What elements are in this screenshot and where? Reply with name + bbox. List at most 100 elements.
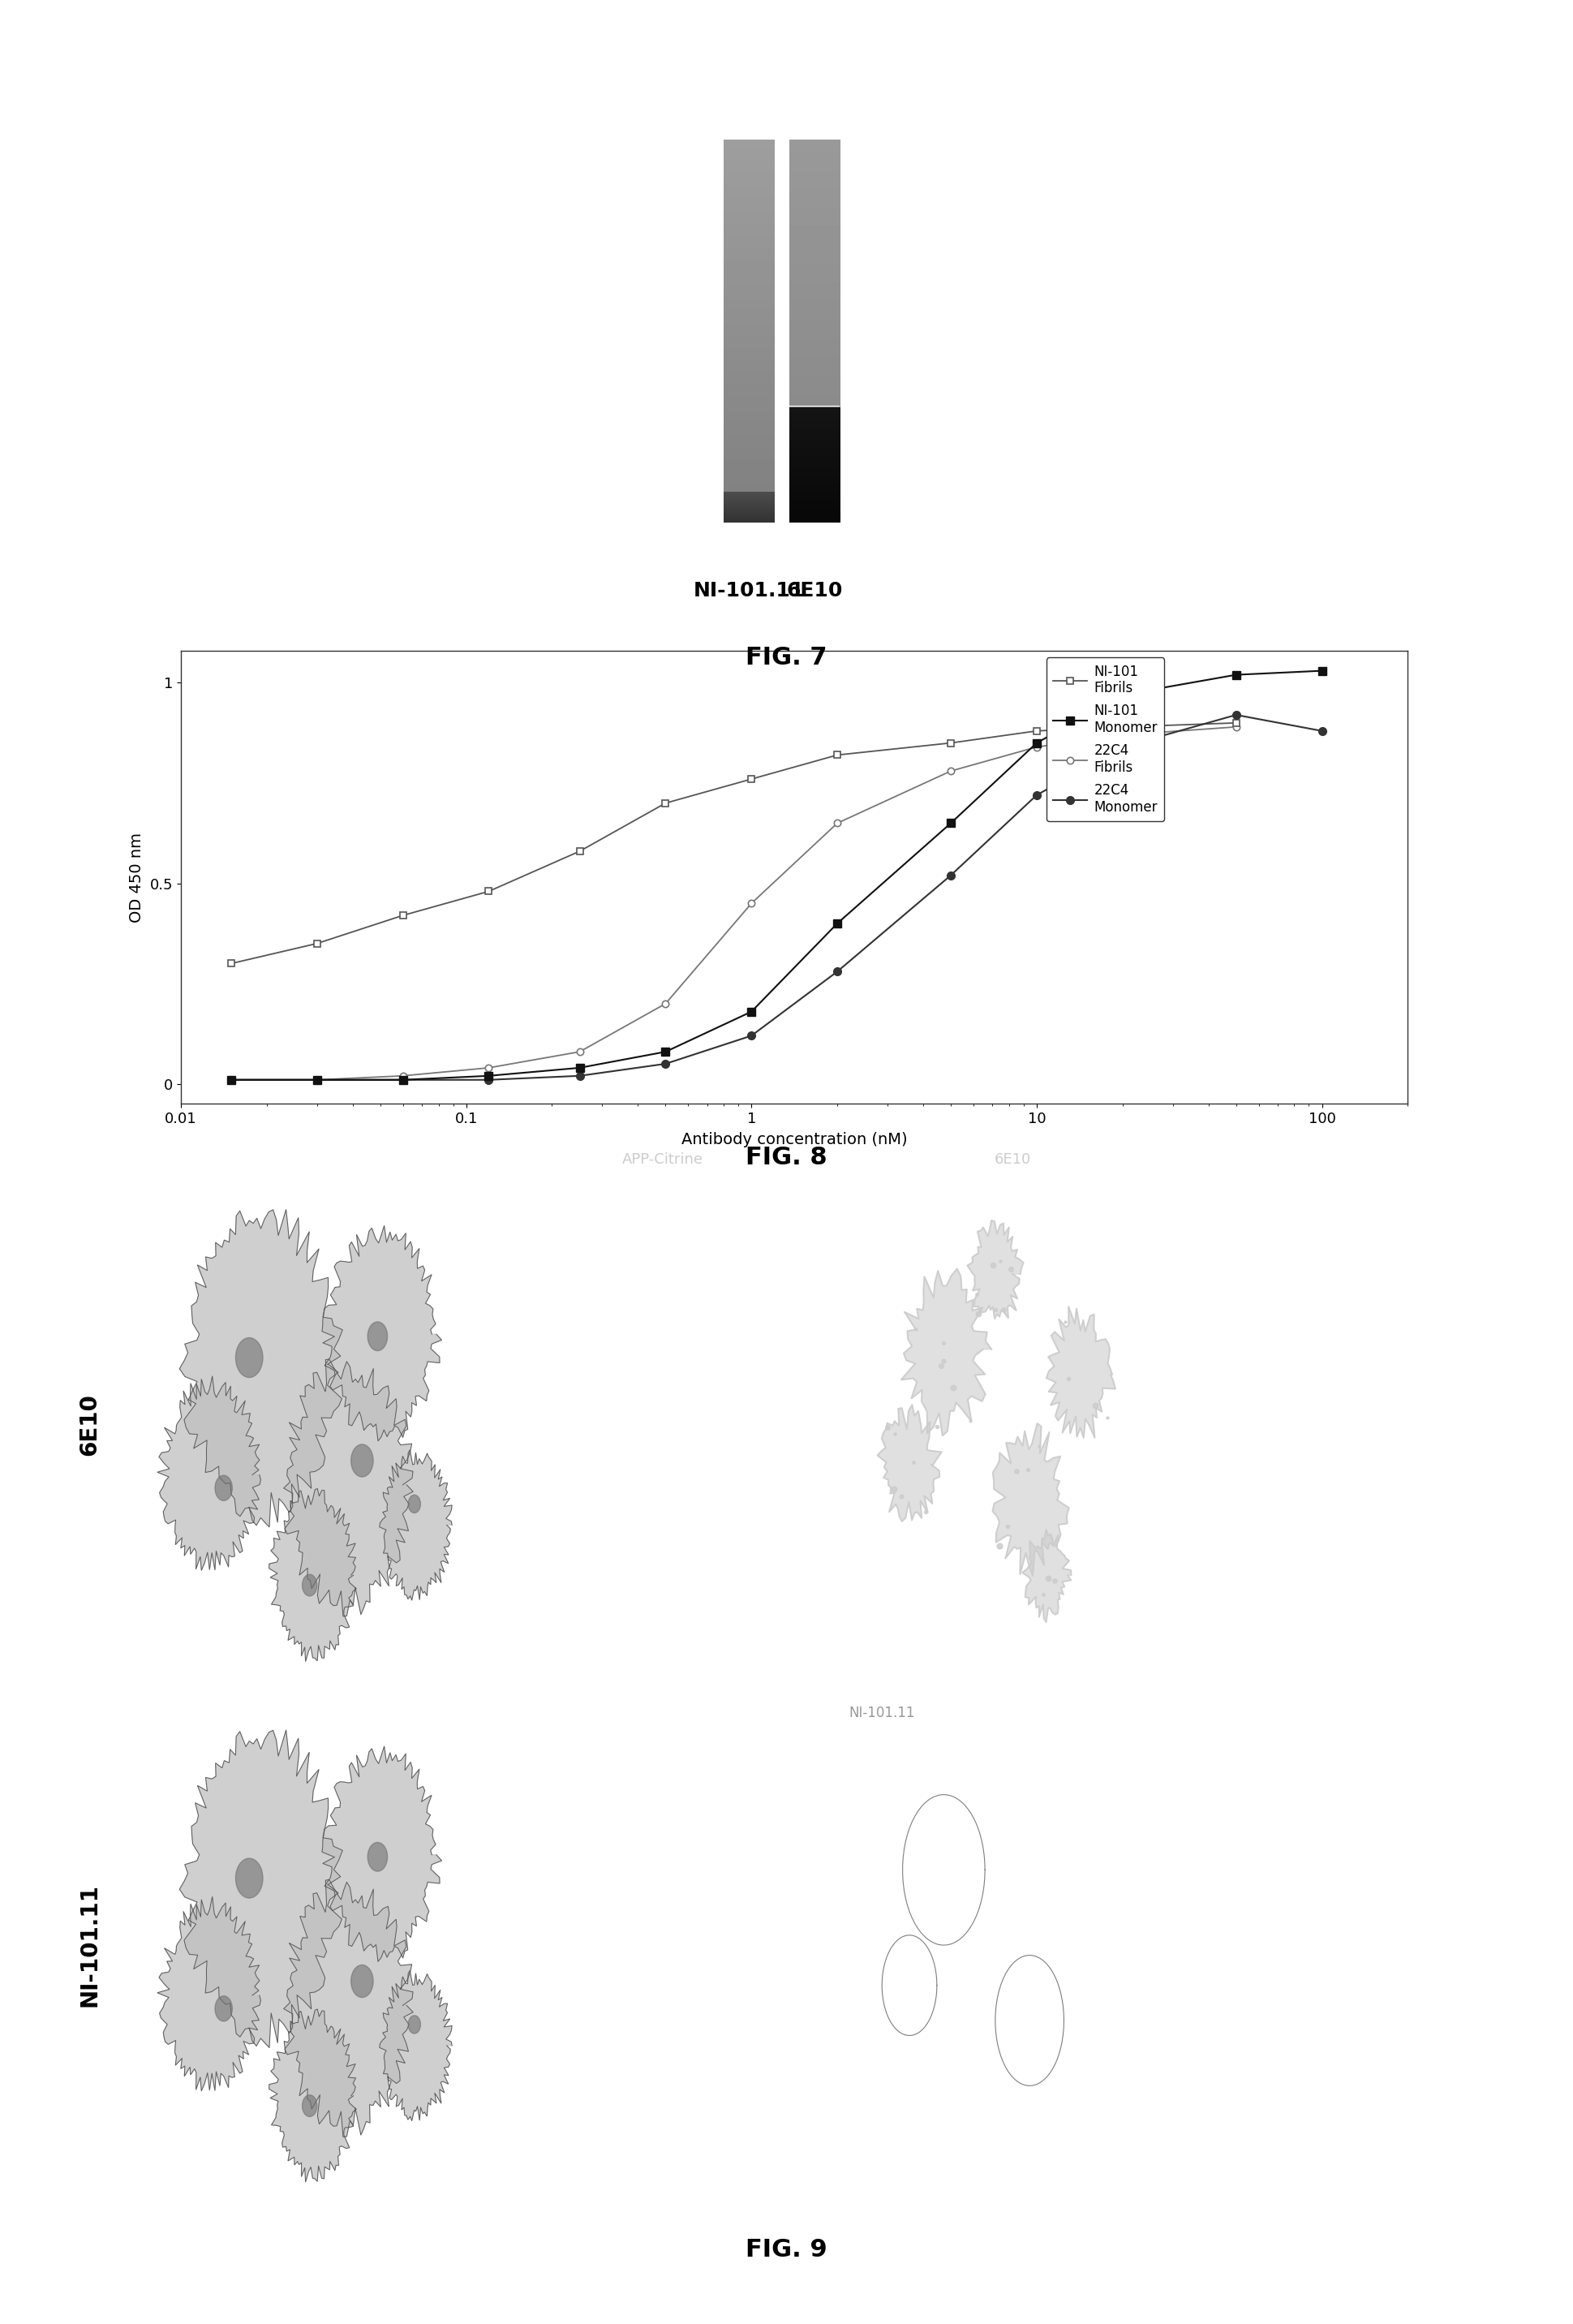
Polygon shape [283,1880,414,2136]
Circle shape [236,1859,263,1899]
22C4
Monomer [571,1062,590,1090]
NI-101
Fibrils [1027,718,1046,746]
22C4
Monomer [1027,781,1046,809]
Text: NI-101.11: NI-101.11 [694,581,804,600]
NI-101
Fibrils [827,741,846,769]
22C4
Monomer [1312,718,1331,746]
Polygon shape [673,1529,719,1620]
Polygon shape [379,1971,451,2122]
Text: APP-Citrine: APP-Citrine [623,1153,703,1167]
NI-101
Monomer [1227,660,1246,688]
NI-101
Fibrils [656,790,675,818]
NI-101
Fibrils [480,878,499,906]
Polygon shape [529,1929,588,2043]
22C4
Monomer [941,862,960,890]
Text: NI-101.11: NI-101.11 [79,1882,101,2008]
Circle shape [216,1996,233,2022]
22C4
Monomer [742,1023,761,1050]
Polygon shape [1394,1829,1466,1961]
22C4
Fibrils [571,1039,590,1067]
NI-101
Monomer [222,1067,241,1095]
22C4
Fibrils [1114,720,1133,748]
NI-101
Monomer [1027,730,1046,758]
Circle shape [409,2015,420,2034]
NI-101
Monomer [1312,658,1331,686]
NI-101
Fibrils [222,951,241,978]
Text: FIG. 9: FIG. 9 [746,2238,827,2261]
NI-101
Monomer [480,1062,499,1090]
Circle shape [368,1322,387,1350]
22C4
Monomer [480,1067,499,1095]
Circle shape [302,2094,318,2117]
Legend: NI-101
Fibrils, NI-101
Monomer, 22C4
Fibrils, 22C4
Monomer: NI-101 Fibrils, NI-101 Monomer, 22C4 Fib… [1046,658,1164,820]
NI-101
Monomer [941,809,960,837]
Polygon shape [1022,1529,1071,1622]
Polygon shape [1230,1406,1287,1525]
NI-101
Fibrils [308,930,327,957]
22C4
Monomer [1114,732,1133,760]
Polygon shape [1375,2052,1419,2143]
Polygon shape [549,1267,642,1436]
22C4
Fibrils [1027,732,1046,760]
Polygon shape [379,1450,451,1601]
Polygon shape [1340,1950,1419,2089]
Circle shape [302,1573,318,1597]
NI-101
Fibrils [742,765,761,792]
Polygon shape [1317,1220,1373,1327]
22C4
Fibrils [827,809,846,837]
Polygon shape [1230,1929,1291,2045]
NI-101
Monomer [742,997,761,1025]
Text: NI-101.11: NI-101.11 [849,1706,915,1720]
Text: 15μm: 15μm [159,2143,182,2152]
Polygon shape [157,1376,261,1571]
Polygon shape [269,1490,357,1662]
Polygon shape [1246,1260,1342,1434]
Polygon shape [675,2050,720,2143]
Line: NI-101
Fibrils: NI-101 Fibrils [228,720,1240,967]
Polygon shape [640,1945,720,2087]
Polygon shape [698,1827,766,1959]
22C4
Fibrils [308,1067,327,1095]
Polygon shape [967,1220,1024,1318]
Polygon shape [640,1432,720,1573]
Polygon shape [1373,1529,1420,1620]
NI-101
Monomer [571,1053,590,1081]
Polygon shape [1321,1743,1373,1845]
22C4
Monomer [308,1067,327,1095]
Text: FIG. 8: FIG. 8 [746,1146,827,1169]
Circle shape [351,1443,373,1476]
22C4
Fibrils [222,1067,241,1095]
Polygon shape [695,1304,766,1441]
Polygon shape [283,1360,414,1615]
22C4
Fibrils [742,890,761,918]
Polygon shape [901,1269,991,1436]
Polygon shape [269,2010,357,2182]
Circle shape [368,1843,387,1871]
22C4
Monomer [222,1067,241,1095]
Polygon shape [157,1896,261,2092]
Y-axis label: OD 450 nm: OD 450 nm [129,832,145,923]
Polygon shape [993,1422,1070,1576]
Polygon shape [179,1208,343,1527]
Polygon shape [617,1741,670,1845]
Polygon shape [878,1404,942,1522]
X-axis label: Antibody concentration (nM): Antibody concentration (nM) [681,1132,908,1148]
NI-101
Monomer [393,1067,412,1095]
NI-101
Monomer [827,909,846,937]
Polygon shape [322,1745,442,1961]
Polygon shape [549,1785,637,1954]
Text: 15μm: 15μm [159,1622,182,1631]
Text: 6E10: 6E10 [786,581,843,600]
22C4
Monomer [1227,702,1246,730]
Polygon shape [1046,1306,1115,1439]
22C4
Fibrils [1227,713,1246,741]
NI-101
Fibrils [1227,709,1246,737]
Circle shape [409,1494,420,1513]
Line: 22C4
Fibrils: 22C4 Fibrils [228,723,1240,1083]
22C4
Fibrils [480,1053,499,1081]
22C4
Monomer [827,957,846,985]
Circle shape [236,1339,263,1378]
NI-101
Fibrils [571,837,590,865]
Polygon shape [1339,1425,1417,1578]
Text: FIG. 7: FIG. 7 [746,646,827,669]
